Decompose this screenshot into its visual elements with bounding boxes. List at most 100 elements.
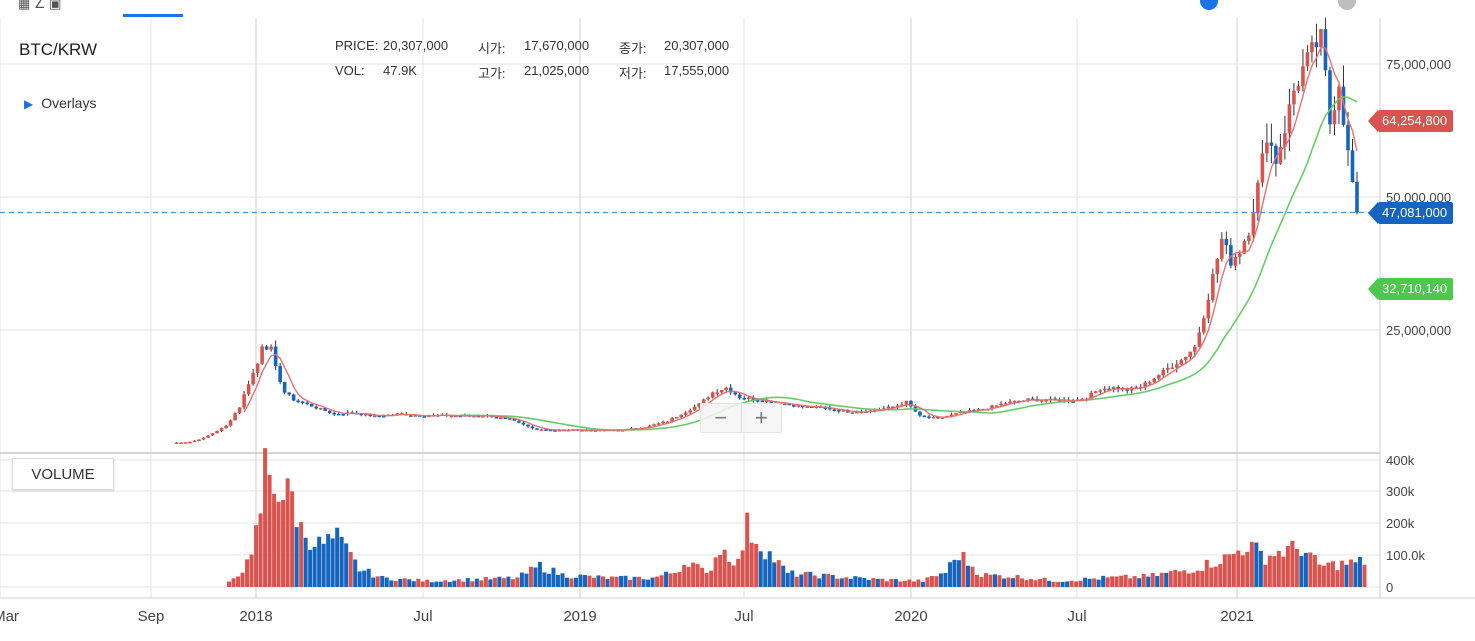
volume-bar-up — [591, 577, 596, 587]
candle-down — [1355, 182, 1359, 213]
volume-bar-up — [1308, 552, 1313, 587]
active-tab-indicator[interactable] — [123, 14, 183, 17]
open-label: 시가: — [478, 41, 506, 56]
candle-up — [1278, 146, 1283, 164]
candle-down — [548, 429, 553, 432]
volume-bar-up — [1024, 580, 1029, 587]
volume-bar-down — [790, 570, 795, 587]
volume-bar-up — [1222, 554, 1227, 587]
candle-up — [251, 372, 255, 385]
volume-bar-up — [479, 580, 484, 587]
candle-down — [535, 428, 539, 430]
candle-up — [1202, 318, 1206, 333]
volume-bar-up — [267, 474, 272, 587]
candle-down — [1274, 145, 1278, 164]
volume-bar-up — [610, 576, 615, 587]
settings-circle-icon[interactable] — [1338, 0, 1356, 10]
candle-up — [724, 387, 729, 391]
volume-bar-up — [718, 554, 723, 587]
candle-up — [665, 421, 670, 424]
volume-bar-down — [384, 577, 389, 587]
candle-up — [1003, 403, 1008, 405]
candle-down — [742, 398, 747, 400]
candle-down — [1328, 70, 1332, 125]
candle-up — [233, 413, 237, 421]
volume-bar-up — [677, 572, 682, 587]
candle-down — [1346, 124, 1350, 151]
volume-bar-up — [1029, 578, 1034, 587]
volume-bar-up — [290, 491, 295, 587]
volume-bar-up — [1110, 576, 1115, 587]
candle-up — [1206, 299, 1211, 319]
low-label: 저가: — [619, 66, 647, 81]
candle-up — [413, 415, 418, 417]
volume-bar-up — [470, 581, 475, 587]
volume-bar-up — [1051, 581, 1056, 587]
candle-up — [1305, 52, 1310, 67]
candle-up — [1147, 382, 1152, 384]
candle-down — [377, 415, 382, 418]
symbol-title: BTC/KRW — [19, 40, 98, 59]
candle-up — [1220, 238, 1224, 259]
account-circle-icon[interactable] — [1200, 0, 1218, 10]
y-tick-label: 25,000,000 — [1386, 323, 1451, 338]
candle-down — [494, 417, 499, 419]
volume-bar-down — [335, 527, 340, 587]
candle-up — [1008, 401, 1012, 404]
candle-down — [922, 415, 927, 418]
candle-up — [661, 421, 665, 424]
volume-bar-up — [907, 579, 912, 587]
volume-bar-up — [1177, 571, 1182, 587]
volume-bar-down — [407, 579, 412, 587]
volume-bar-down — [767, 551, 772, 587]
volume-button[interactable]: VOLUME — [12, 458, 114, 490]
candle-up — [647, 425, 652, 428]
volume-bar-up — [281, 500, 286, 587]
candle-up — [260, 346, 264, 364]
candle-up — [994, 405, 999, 407]
candle-up — [1093, 391, 1098, 393]
zoom-out-button[interactable]: − — [714, 405, 728, 430]
volume-bar-down — [344, 543, 349, 587]
candle-down — [737, 394, 742, 399]
candle-up — [539, 429, 544, 431]
zoom-in-button[interactable]: + — [740, 404, 782, 432]
volume-bar-down — [389, 580, 394, 587]
candle-down — [787, 403, 792, 406]
candle-down — [264, 346, 269, 350]
volume-bar-down — [564, 577, 569, 587]
candle-up — [197, 439, 201, 442]
candle-up — [219, 428, 224, 432]
volume-bar-down — [411, 581, 416, 587]
candle-up — [395, 413, 400, 415]
volume-bar-down — [1087, 578, 1092, 587]
volume-bar-up — [691, 562, 696, 587]
x-tick-label: 2018 — [239, 608, 272, 625]
volume-bar-up — [835, 578, 840, 587]
candle-up — [886, 406, 891, 409]
volume-bar-down — [542, 572, 547, 587]
volume-bar-up — [655, 576, 660, 587]
volume-bar-up — [695, 564, 700, 587]
volume-bar-up — [1227, 554, 1232, 587]
candle-up — [1174, 364, 1179, 368]
volume-bar-up — [1168, 571, 1173, 587]
volume-bar-down — [560, 573, 565, 587]
volume-bar-down — [371, 577, 376, 587]
volume-bar-up — [713, 557, 718, 587]
volume-bar-up — [731, 565, 736, 587]
volume-bar-down — [452, 580, 457, 587]
volume-bar-up — [416, 578, 421, 587]
candle-up — [895, 405, 900, 407]
candle-down — [927, 416, 931, 419]
volume-bar-up — [988, 574, 993, 587]
volume-bar-up — [686, 566, 691, 587]
overlays-toggle[interactable]: ▶ Overlays — [24, 95, 96, 111]
volume-bar-down — [546, 573, 551, 587]
candle-up — [454, 415, 458, 418]
candle-down — [476, 415, 481, 418]
volume-bar-up — [925, 577, 930, 587]
volume-bar-up — [1173, 569, 1178, 587]
volume-bar-down — [582, 575, 587, 587]
